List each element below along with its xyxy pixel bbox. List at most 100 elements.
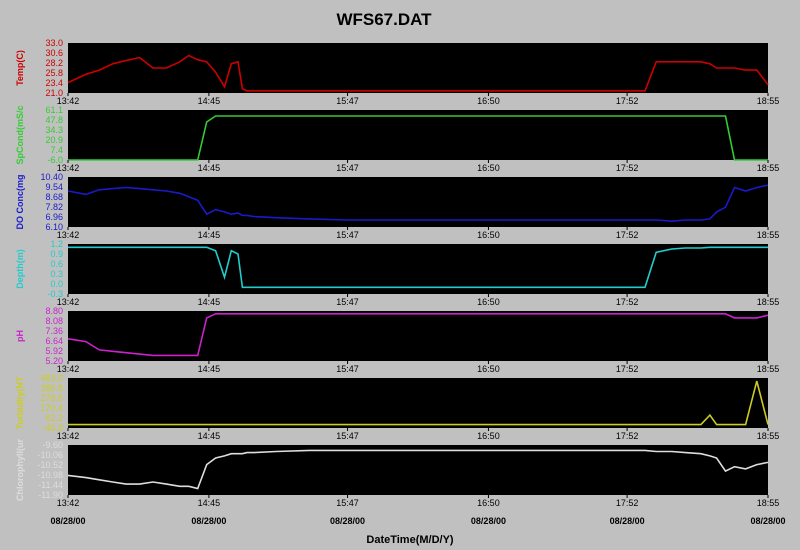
x-tick-label: 13:42 — [57, 297, 80, 307]
x-tick-label: 17:52 — [616, 163, 639, 173]
x-tick-label: 14:45 — [198, 498, 221, 508]
y-tick-label: 9.54 — [45, 182, 63, 192]
x-tick-label: 15:47 — [336, 431, 359, 441]
date-label: 08/28/00 — [50, 516, 85, 526]
y-tick-label: 8.80 — [45, 306, 63, 316]
y-tick-label: 7.4 — [50, 145, 63, 155]
y-tick-label: 28.2 — [45, 58, 63, 68]
x-tick-label: 14:45 — [198, 431, 221, 441]
x-tick-label: 18:55 — [757, 297, 780, 307]
series-line — [68, 380, 769, 426]
x-tick-label: 14:45 — [198, 364, 221, 374]
series-line — [67, 312, 769, 357]
x-tick-label: 15:47 — [336, 297, 359, 307]
y-tick-label: 7.82 — [45, 202, 63, 212]
x-tick-label: 15:47 — [336, 230, 359, 240]
plot-area-1 — [68, 43, 768, 93]
y-tick-label: 21.0 — [45, 88, 63, 98]
y-tick-label: -10.06 — [37, 450, 63, 460]
y-tick-label: 25.8 — [45, 68, 63, 78]
y-tick-label: 7.36 — [45, 326, 63, 336]
y-tick-label: -0.3 — [47, 289, 63, 299]
y-tick-label: 278.6 — [40, 393, 63, 403]
y-tick-label: 23.4 — [45, 78, 63, 88]
x-tick-label: 14:45 — [198, 163, 221, 173]
series-line — [67, 54, 769, 92]
y-tick-label: -9.60 — [42, 440, 63, 450]
x-tick-label: 16:50 — [477, 297, 500, 307]
y-tick-label: 5.20 — [45, 356, 63, 366]
x-tick-label: 13:42 — [57, 96, 80, 106]
y-tick-label: -11.44 — [38, 480, 63, 490]
plot-area-6 — [68, 378, 768, 428]
x-tick-label: 13:42 — [57, 498, 80, 508]
y-tick-label: -11.90 — [38, 490, 63, 500]
series-line — [67, 449, 769, 490]
date-label: 08/28/00 — [330, 516, 365, 526]
x-tick-label: 16:50 — [477, 230, 500, 240]
chart-title: WFS67.DAT — [336, 10, 432, 29]
x-tick-label: 17:52 — [616, 364, 639, 374]
y-tick-label: 6.96 — [45, 212, 63, 222]
y-tick-label: 0.6 — [50, 259, 63, 269]
y-tick-label: 170.4 — [40, 403, 63, 413]
y-tick-label: -46.0 — [42, 423, 63, 433]
plot-area-7 — [68, 445, 768, 495]
y-tick-label: 10.40 — [40, 172, 63, 182]
x-tick-label: 18:55 — [757, 230, 780, 240]
y-tick-label: 33.0 — [45, 38, 63, 48]
x-tick-label: 14:45 — [198, 297, 221, 307]
y-tick-label: 6.64 — [45, 336, 63, 346]
x-tick-label: 13:42 — [57, 364, 80, 374]
plot-area-5 — [68, 311, 768, 361]
x-tick-label: 17:52 — [616, 498, 639, 508]
x-axis-label: DateTime(M/D/Y) — [366, 534, 454, 546]
y-tick-label: 386.8 — [40, 383, 63, 393]
x-tick-label: 16:50 — [477, 96, 500, 106]
y-tick-label: 5.92 — [45, 346, 63, 356]
x-tick-label: 16:50 — [477, 498, 500, 508]
y-tick-label: 34.3 — [45, 125, 63, 135]
date-label: 08/28/00 — [610, 516, 645, 526]
x-tick-label: 14:45 — [198, 96, 221, 106]
date-label: 08/28/00 — [750, 516, 785, 526]
y-tick-label: 61.1 — [45, 105, 63, 115]
y-tick-label: 483.0 — [40, 373, 63, 383]
y-tick-label: 20.9 — [45, 135, 63, 145]
y-axis-label: Turbidity(NT — [15, 376, 25, 429]
date-label: 08/28/00 — [471, 516, 506, 526]
x-tick-label: 13:42 — [57, 230, 80, 240]
plot-area-3 — [68, 177, 768, 227]
x-tick-label: 14:45 — [198, 230, 221, 240]
y-tick-label: 62.2 — [45, 413, 63, 423]
x-tick-label: 16:50 — [477, 364, 500, 374]
series-line — [68, 246, 768, 289]
x-tick-label: 18:55 — [757, 498, 780, 508]
y-axis-label: Chlorophyll(ur — [15, 439, 25, 501]
y-tick-label: 0.3 — [50, 269, 63, 279]
x-tick-label: 18:55 — [757, 96, 780, 106]
x-tick-label: 18:55 — [757, 364, 780, 374]
y-axis-label: Temp(C) — [15, 50, 25, 86]
y-axis-label: SpCond(mS/c — [15, 105, 25, 164]
x-tick-label: 18:55 — [757, 163, 780, 173]
x-tick-label: 18:55 — [757, 431, 780, 441]
y-axis-label: DO Conc(mg — [15, 175, 25, 230]
x-tick-label: 16:50 — [477, 431, 500, 441]
x-tick-label: 17:52 — [616, 431, 639, 441]
x-tick-label: 15:47 — [336, 498, 359, 508]
x-tick-label: 16:50 — [477, 163, 500, 173]
y-tick-label: 8.08 — [45, 316, 63, 326]
x-tick-label: 15:47 — [336, 96, 359, 106]
x-tick-label: 17:52 — [616, 230, 639, 240]
y-tick-label: -6.0 — [47, 155, 63, 165]
y-tick-label: 1.2 — [50, 239, 63, 249]
x-tick-label: 15:47 — [336, 163, 359, 173]
y-axis-label: pH — [15, 330, 25, 342]
plot-area-2 — [68, 110, 768, 160]
x-tick-label: 13:42 — [57, 431, 80, 441]
y-tick-label: -10.98 — [37, 470, 63, 480]
y-tick-label: 0.9 — [50, 249, 63, 259]
